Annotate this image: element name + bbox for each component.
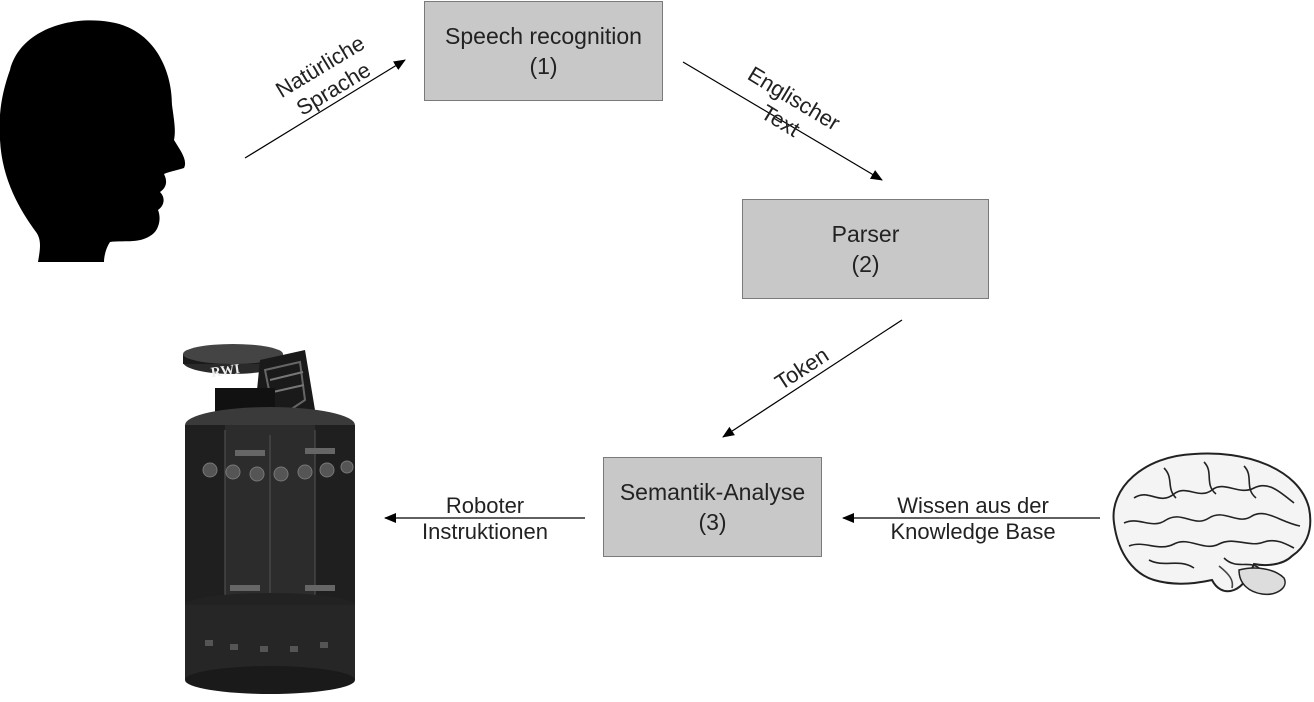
semantik-analyse-number: (3)	[698, 509, 727, 535]
edge-label-line: Wissen aus der	[897, 493, 1049, 518]
parser-box: Parser (2)	[742, 199, 989, 299]
arrow-parser-to-semantik	[722, 319, 903, 438]
parser-number: (2)	[851, 251, 880, 277]
brain-icon	[1112, 452, 1312, 596]
arrow-head-to-speech	[244, 59, 406, 159]
edge-label-line: Roboter	[445, 493, 525, 518]
speech-recognition-number: (1)	[529, 53, 558, 79]
parser-title: Parser	[831, 221, 900, 247]
speech-recognition-title: Speech recognition	[445, 23, 642, 49]
semantik-analyse-title: Semantik-Analyse	[619, 479, 806, 505]
edge-label-wissen: Wissen aus der Knowledge Base	[868, 493, 1078, 545]
edge-label-line: Knowledge Base	[890, 519, 1056, 544]
edge-label-roboter: Roboter Instruktionen	[405, 493, 565, 545]
speech-recognition-box: Speech recognition (1)	[424, 1, 663, 101]
edge-label-line: Instruktionen	[422, 519, 548, 544]
rwi-robot-icon: RWI	[175, 340, 365, 697]
human-head-silhouette-icon	[0, 20, 185, 262]
arrow-speech-to-parser	[682, 61, 883, 181]
semantik-analyse-box: Semantik-Analyse (3)	[603, 457, 822, 557]
